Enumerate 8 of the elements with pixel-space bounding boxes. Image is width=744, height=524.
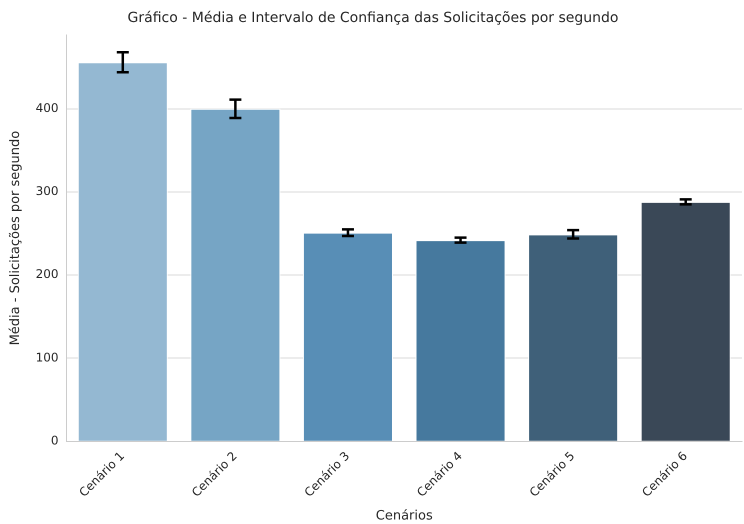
x-axis-title: Cenários [376,508,433,524]
y-tick-label: 400 [36,100,59,115]
chart-title: Gráfico - Média e Intervalo de Confiança das Solicitações por segundo [128,10,618,26]
y-tick-label: 200 [36,267,59,282]
y-tick-label: 300 [36,184,59,198]
y-tick-label: 100 [36,350,59,364]
y-axis-title: Média - Solicitações por segundo [8,130,24,346]
y-tick-label: 0 [50,433,59,448]
